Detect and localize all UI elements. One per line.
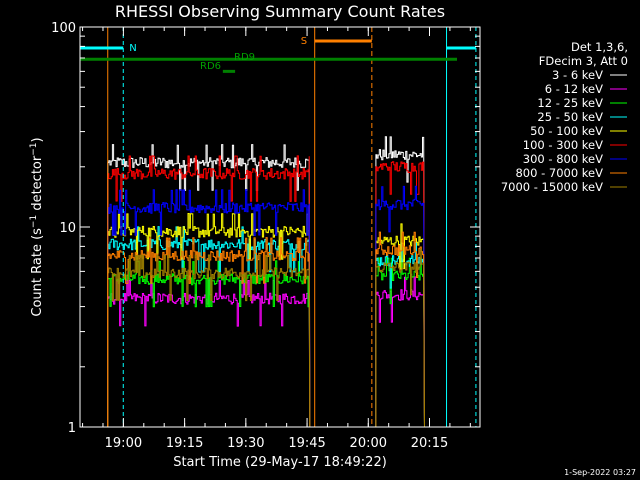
series-7-trace-1 [107, 189, 311, 428]
y-tick-label-2: 10 [59, 221, 76, 236]
series-3-trace-2 [375, 257, 425, 428]
x-tick-label-3: 19:30 [227, 436, 264, 451]
series-2 [107, 276, 425, 428]
series-9 [107, 248, 425, 428]
series-1 [107, 136, 425, 428]
rd6-label: RD6 [200, 61, 221, 72]
legend-header-line-2: FDecim 3, Att 0 [539, 54, 628, 68]
series-7 [107, 185, 425, 428]
x-tick-label-5: 20:00 [350, 436, 387, 451]
series-7-trace-2 [375, 185, 425, 428]
legend-label-6: 100 - 300 keV [523, 138, 603, 152]
series-6-trace-2 [375, 161, 425, 428]
legend-label-7: 300 - 800 keV [523, 152, 603, 166]
legend-label-5: 50 - 100 keV [530, 124, 603, 138]
y-tick-label-1: 1 [68, 421, 76, 436]
legend-header-line-1: Det 1,3,6, [571, 40, 628, 54]
legend-label-1: 3 - 6 keV [552, 68, 603, 82]
plot-frame [79, 26, 481, 428]
series-3-trace-1 [107, 260, 311, 428]
rd9-label: RD9 [234, 52, 255, 63]
series-6-trace-1 [107, 155, 311, 428]
x-tick-label-1: 19:00 [105, 436, 142, 451]
x-tick-label-4: 19:45 [288, 436, 325, 451]
generation-timestamp: 1-Sep-2022 03:27 [564, 468, 636, 477]
legend-label-3: 12 - 25 keV [537, 96, 603, 110]
series-6 [107, 155, 425, 428]
x-tick-label-6: 20:15 [411, 436, 448, 451]
legend-label-2: 6 - 12 keV [545, 82, 603, 96]
saa-label: S [301, 36, 307, 47]
x-tick-label-2: 19:15 [166, 436, 203, 451]
plot-area: N S RD6 RD9 [79, 27, 477, 428]
y-axis-label: Count Rate (s−1 detector−1) [29, 137, 45, 316]
legend-label-8: 800 - 7000 keV [515, 166, 603, 180]
legend-label-9: 7000 - 15000 keV [501, 180, 603, 194]
series-9-trace-2 [375, 248, 425, 428]
series-1-trace-1 [107, 144, 311, 428]
y-tick-label-3: 100 [51, 21, 76, 36]
axes: 19:00 19:15 19:30 19:45 20:00 20:15 1 10 100 [51, 21, 480, 451]
x-axis-label: Start Time (29-May-17 18:49:22) [173, 455, 387, 470]
series-1-trace-2 [375, 136, 425, 428]
series-4-trace-1 [107, 226, 311, 428]
chart-title: RHESSI Observing Summary Count Rates [115, 2, 445, 21]
legend-label-4: 25 - 50 keV [537, 110, 603, 124]
series-2-trace-2 [375, 276, 425, 428]
night-label: N [129, 43, 136, 54]
series-8-trace-2 [375, 231, 425, 428]
series-9-trace-1 [107, 254, 311, 428]
